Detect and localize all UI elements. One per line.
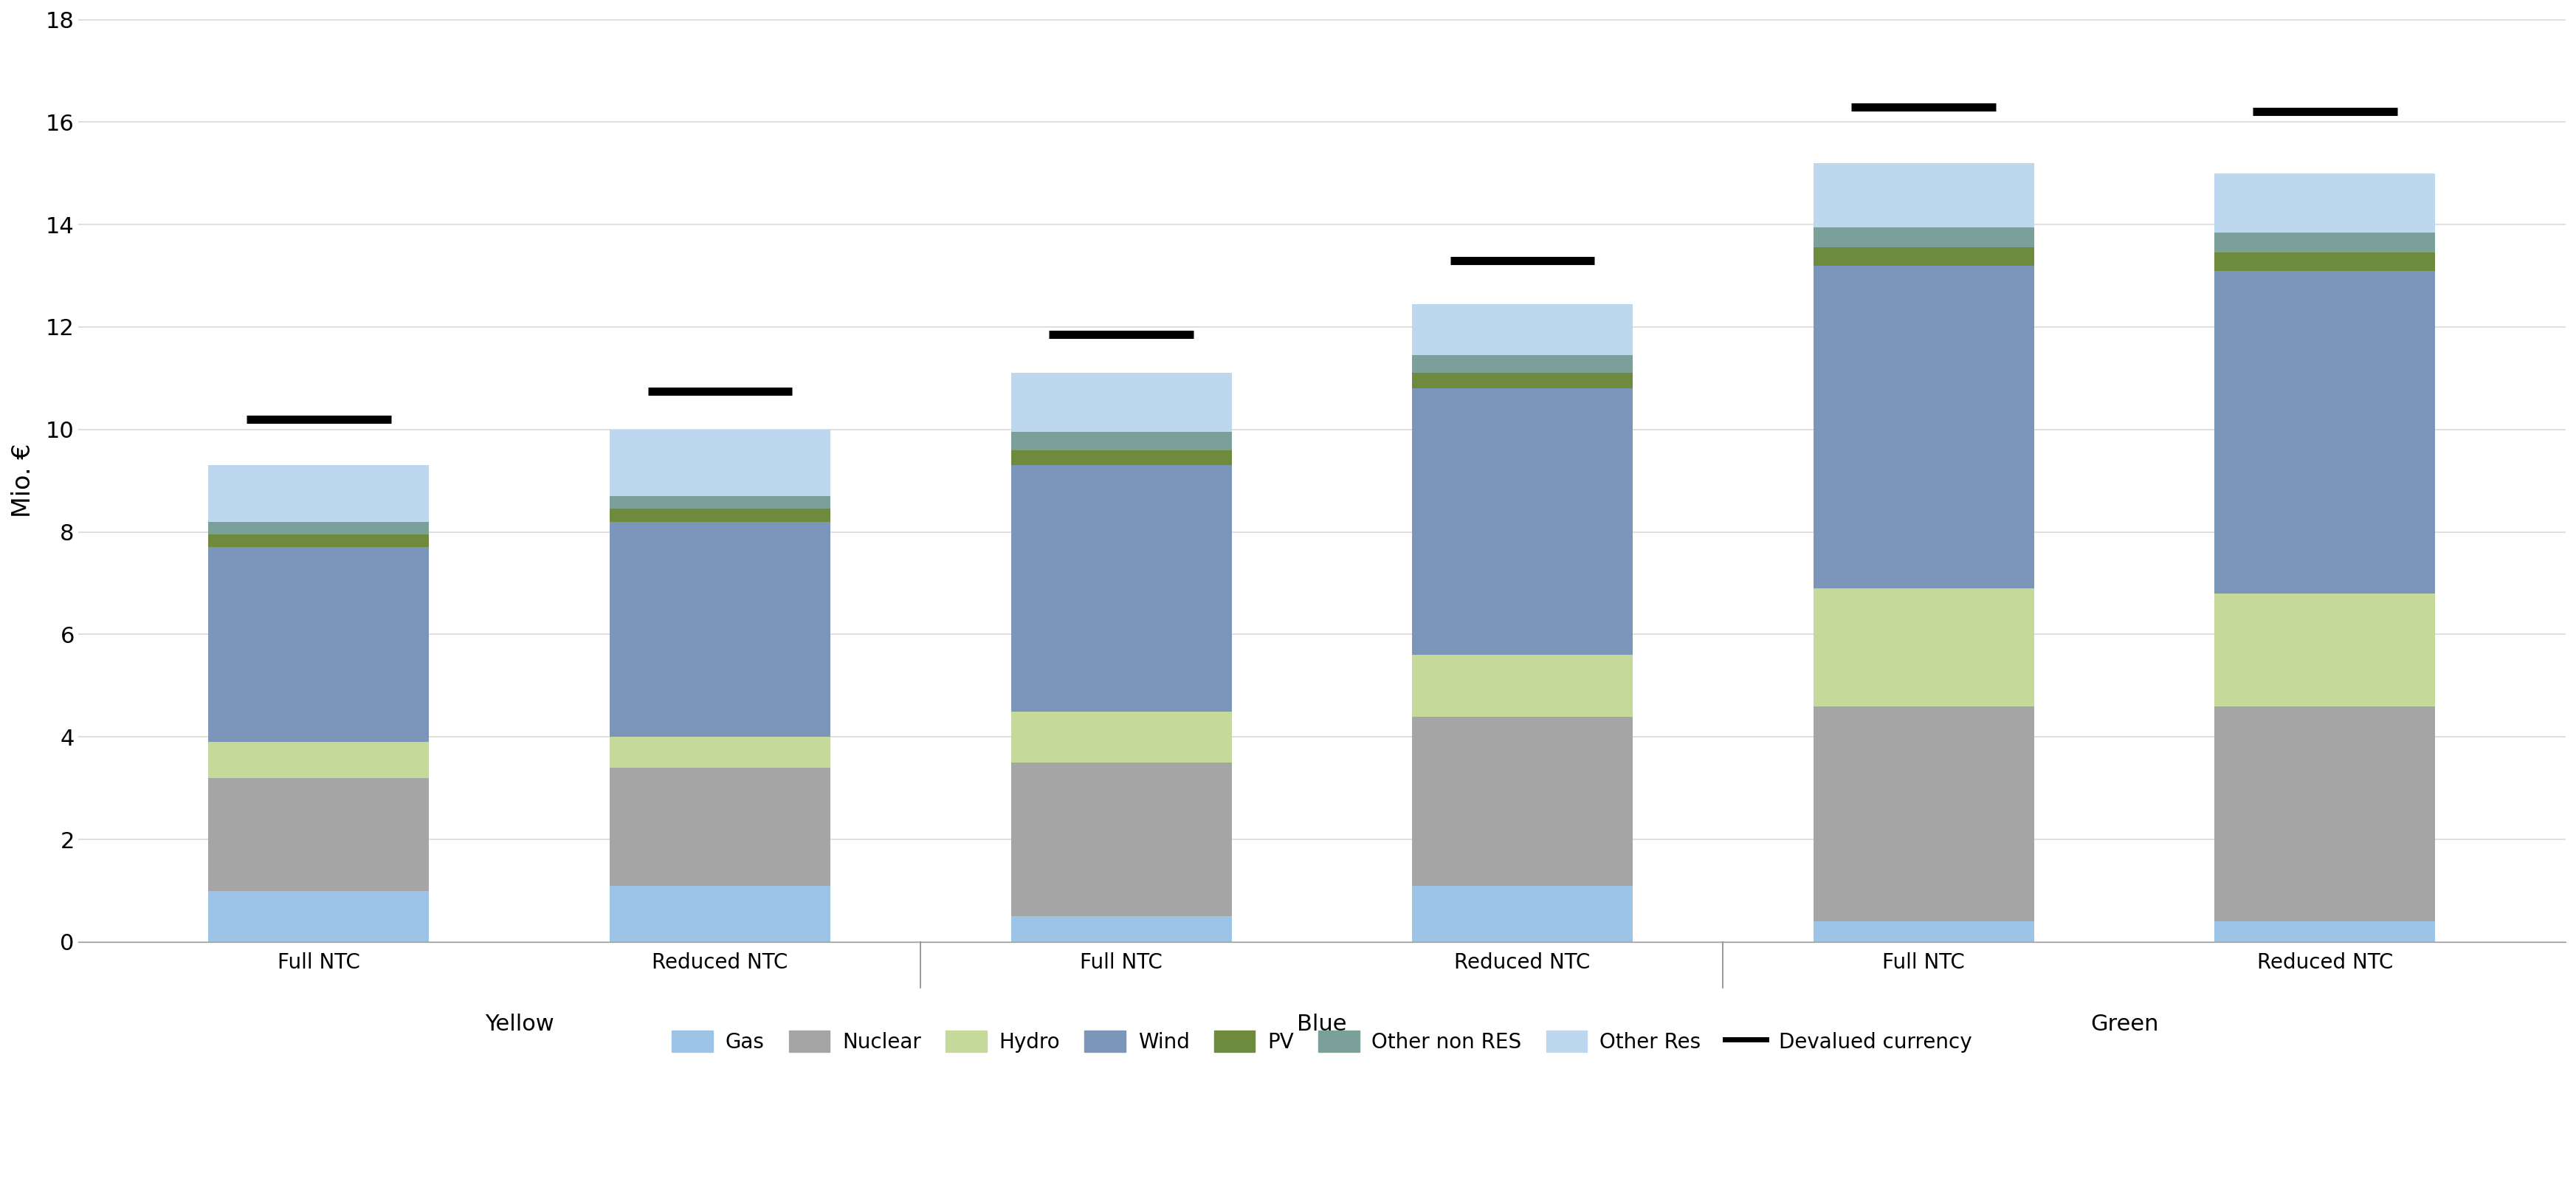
Bar (2213, 270, 2434, 594)
Bar (1010, 465, 1231, 712)
Text: Blue: Blue (1296, 1014, 1347, 1035)
Bar (1010, 763, 1231, 916)
Bar (1814, 163, 2032, 227)
Bar (1814, 227, 2032, 248)
Bar (1010, 916, 1231, 942)
Bar (209, 743, 430, 778)
Bar (611, 430, 829, 496)
Bar (611, 509, 829, 521)
Bar (1814, 921, 2032, 942)
Bar (611, 885, 829, 942)
Bar (209, 778, 430, 890)
Bar (2213, 232, 2434, 252)
Bar (2213, 174, 2434, 232)
Bar (2213, 252, 2434, 270)
Bar (1010, 374, 1231, 432)
Bar (1010, 432, 1231, 450)
Bar (1412, 885, 1633, 942)
Bar (1412, 654, 1633, 716)
Bar (2213, 921, 2434, 942)
Bar (611, 768, 829, 885)
Bar (1010, 450, 1231, 465)
Bar (1814, 588, 2032, 706)
Bar (2213, 594, 2434, 706)
Bar (209, 890, 430, 942)
Bar (1814, 706, 2032, 921)
Bar (209, 547, 430, 743)
Bar (1412, 388, 1633, 655)
Bar (611, 521, 829, 737)
Bar (209, 465, 430, 521)
Legend: Gas, Nuclear, Hydro, Wind, PV, Other non RES, Other Res, Devalued currency: Gas, Nuclear, Hydro, Wind, PV, Other non… (665, 1022, 1978, 1060)
Bar (611, 737, 829, 768)
Bar (1412, 355, 1633, 374)
Bar (2213, 706, 2434, 921)
Bar (1412, 374, 1633, 388)
Bar (1010, 712, 1231, 763)
Bar (1412, 303, 1633, 355)
Bar (209, 534, 430, 547)
Text: Green: Green (2089, 1014, 2159, 1035)
Bar (1814, 265, 2032, 588)
Text: Yellow: Yellow (484, 1014, 554, 1035)
Y-axis label: Mio. €: Mio. € (10, 444, 36, 518)
Bar (611, 496, 829, 509)
Bar (209, 521, 430, 534)
Bar (1412, 716, 1633, 885)
Bar (1814, 248, 2032, 265)
